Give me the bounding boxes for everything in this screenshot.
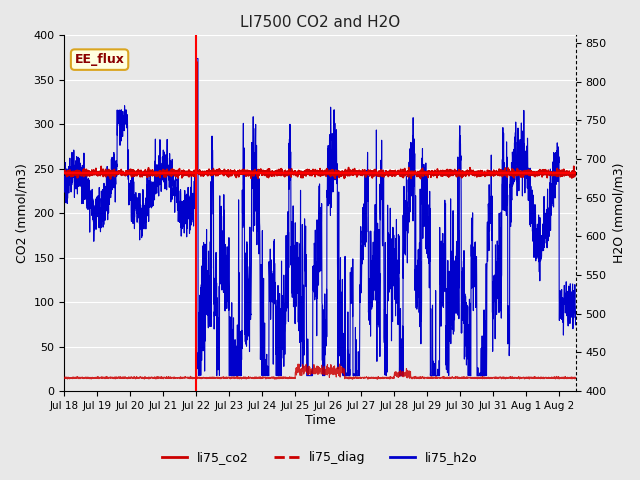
Y-axis label: H2O (mmol/m3): H2O (mmol/m3) xyxy=(612,163,625,264)
X-axis label: Time: Time xyxy=(305,414,335,427)
Legend: li75_co2, li75_diag, li75_h2o: li75_co2, li75_diag, li75_h2o xyxy=(157,446,483,469)
Y-axis label: CO2 (mmol/m3): CO2 (mmol/m3) xyxy=(15,163,28,263)
Title: LI7500 CO2 and H2O: LI7500 CO2 and H2O xyxy=(240,15,400,30)
Text: EE_flux: EE_flux xyxy=(75,53,125,66)
